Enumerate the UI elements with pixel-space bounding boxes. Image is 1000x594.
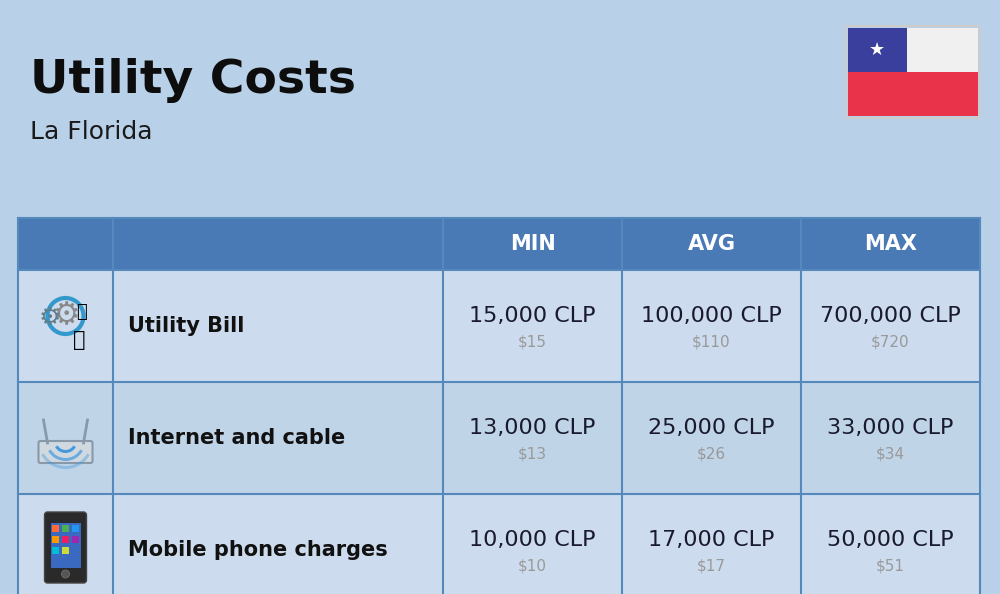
Bar xyxy=(18,218,980,270)
Text: 17,000 CLP: 17,000 CLP xyxy=(648,530,775,550)
Text: $110: $110 xyxy=(692,334,731,349)
Text: ⚙: ⚙ xyxy=(52,302,79,330)
Text: 10,000 CLP: 10,000 CLP xyxy=(469,530,596,550)
Text: $34: $34 xyxy=(876,447,905,462)
Text: Utility Bill: Utility Bill xyxy=(128,316,244,336)
Bar xyxy=(52,525,58,532)
Bar xyxy=(848,72,978,116)
Bar xyxy=(62,547,68,554)
Text: 50,000 CLP: 50,000 CLP xyxy=(827,530,954,550)
Text: La Florida: La Florida xyxy=(30,120,152,144)
Bar xyxy=(72,525,78,532)
Text: $13: $13 xyxy=(518,447,547,462)
FancyBboxPatch shape xyxy=(38,441,92,463)
Text: 33,000 CLP: 33,000 CLP xyxy=(827,418,954,438)
Bar xyxy=(50,523,80,568)
Text: ★: ★ xyxy=(869,41,885,59)
Text: $720: $720 xyxy=(871,334,910,349)
Bar xyxy=(18,382,980,494)
Text: ⚙: ⚙ xyxy=(38,306,61,330)
Text: $15: $15 xyxy=(518,334,547,349)
FancyBboxPatch shape xyxy=(44,512,87,583)
Bar xyxy=(62,536,68,543)
Bar xyxy=(848,28,906,72)
Bar xyxy=(18,270,980,382)
Bar xyxy=(62,525,68,532)
Text: Internet and cable: Internet and cable xyxy=(128,428,345,448)
Text: 25,000 CLP: 25,000 CLP xyxy=(648,418,775,438)
Text: 15,000 CLP: 15,000 CLP xyxy=(469,306,596,326)
Text: MIN: MIN xyxy=(510,234,555,254)
Bar xyxy=(848,28,978,116)
Text: Mobile phone charges: Mobile phone charges xyxy=(128,540,388,560)
Text: AVG: AVG xyxy=(688,234,736,254)
Text: 📱: 📱 xyxy=(76,303,87,321)
Text: Utility Costs: Utility Costs xyxy=(30,58,356,103)
Wedge shape xyxy=(55,446,76,453)
Text: $26: $26 xyxy=(697,447,726,462)
Text: $51: $51 xyxy=(876,558,905,573)
Bar xyxy=(18,494,980,594)
Text: 700,000 CLP: 700,000 CLP xyxy=(820,306,961,326)
Wedge shape xyxy=(41,453,90,469)
Wedge shape xyxy=(48,450,83,461)
Text: 100,000 CLP: 100,000 CLP xyxy=(641,306,782,326)
Text: 13,000 CLP: 13,000 CLP xyxy=(469,418,596,438)
Text: MAX: MAX xyxy=(864,234,917,254)
Bar xyxy=(52,547,58,554)
Bar xyxy=(52,536,58,543)
Bar xyxy=(72,536,78,543)
Circle shape xyxy=(62,570,70,578)
Text: 🔌: 🔌 xyxy=(73,330,86,350)
Text: $10: $10 xyxy=(518,558,547,573)
Text: $17: $17 xyxy=(697,558,726,573)
